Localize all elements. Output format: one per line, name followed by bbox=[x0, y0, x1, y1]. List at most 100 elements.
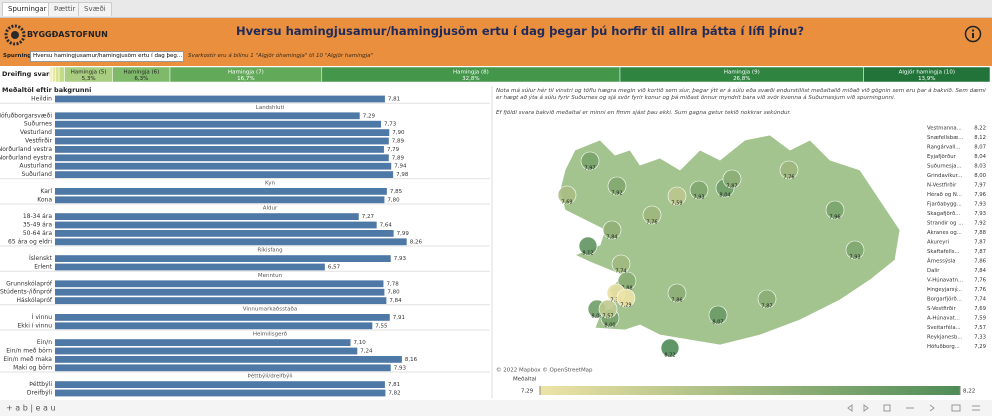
map-region[interactable] bbox=[722, 169, 742, 189]
bar[interactable] bbox=[55, 255, 391, 262]
region-name[interactable]: Sveitarféla... bbox=[927, 324, 961, 331]
bar[interactable] bbox=[55, 356, 402, 363]
region-name[interactable]: Reykjanesb... bbox=[927, 335, 963, 341]
bar-value: 7,79 bbox=[387, 147, 400, 153]
bar[interactable] bbox=[55, 263, 325, 271]
map-region[interactable] bbox=[825, 200, 845, 220]
map-region[interactable] bbox=[616, 288, 636, 308]
bar[interactable] bbox=[55, 364, 391, 372]
region-name[interactable]: Þingeyjarsý... bbox=[927, 286, 962, 293]
group-label: Þéttbýli/dreifbýli bbox=[248, 373, 293, 380]
bar[interactable] bbox=[55, 120, 382, 128]
bar[interactable] bbox=[55, 389, 386, 397]
map-region[interactable] bbox=[667, 283, 687, 303]
question-select[interactable]: Hversu hamingjusamur/hamingjusöm ertu í … bbox=[30, 51, 184, 62]
region-name[interactable]: Akranes og... bbox=[927, 230, 962, 236]
map-region[interactable] bbox=[611, 254, 631, 274]
bar[interactable] bbox=[55, 162, 392, 170]
bar[interactable] bbox=[55, 314, 390, 321]
bar-label: Kona bbox=[37, 196, 52, 203]
region-value: 8,03 bbox=[974, 164, 986, 170]
region-value: 7,92 bbox=[974, 221, 986, 227]
region-name[interactable]: Hérað og N... bbox=[927, 191, 962, 198]
tab[interactable]: Svæði bbox=[78, 2, 112, 16]
distribution-segment[interactable] bbox=[55, 66, 60, 83]
region-name[interactable]: Skaftafells... bbox=[927, 249, 960, 255]
region-name[interactable]: Rangárvall... bbox=[927, 144, 961, 151]
map-region[interactable] bbox=[689, 180, 709, 200]
bar[interactable] bbox=[55, 230, 394, 237]
map-region[interactable] bbox=[642, 205, 662, 225]
bar[interactable] bbox=[55, 137, 389, 145]
bar[interactable] bbox=[55, 288, 385, 296]
map-region[interactable] bbox=[667, 186, 687, 206]
map-region[interactable] bbox=[779, 160, 799, 180]
region-value: 8,07 bbox=[974, 145, 986, 151]
bar-label: Dreifbýli bbox=[27, 390, 52, 397]
map-region[interactable] bbox=[602, 220, 622, 240]
bar[interactable] bbox=[55, 238, 407, 246]
select-value[interactable]: Hversu hamingjusamur/hamingjusöm ertu í … bbox=[33, 53, 183, 59]
bar[interactable] bbox=[55, 188, 387, 195]
region-value: 7,74 bbox=[974, 297, 986, 303]
bar-value: 7,73 bbox=[384, 122, 397, 128]
bar[interactable] bbox=[55, 129, 390, 136]
distribution-segment[interactable] bbox=[863, 66, 991, 83]
region-name[interactable]: S-Vestfirðir bbox=[927, 306, 956, 312]
map-region[interactable] bbox=[578, 236, 598, 256]
region-name[interactable]: Borgarfjörð... bbox=[927, 297, 962, 303]
region-name[interactable]: N-Vestfirðir bbox=[927, 183, 957, 189]
filter-label: Spurning: bbox=[3, 53, 34, 59]
bar[interactable] bbox=[55, 196, 385, 204]
bar[interactable] bbox=[55, 112, 360, 120]
region-name[interactable]: Strandir og ... bbox=[927, 221, 964, 227]
bar[interactable] bbox=[55, 171, 394, 178]
bar[interactable] bbox=[55, 347, 358, 355]
region-name[interactable]: Vestmanna... bbox=[927, 126, 962, 132]
group-label: Kyn bbox=[265, 181, 275, 187]
region-value: 7,59 bbox=[974, 316, 986, 322]
region-name[interactable]: Skagafjörð... bbox=[927, 211, 961, 217]
bar[interactable] bbox=[55, 213, 359, 220]
bar[interactable] bbox=[55, 221, 377, 229]
map-region[interactable] bbox=[580, 151, 600, 171]
bar[interactable] bbox=[55, 154, 389, 162]
bar[interactable] bbox=[55, 297, 387, 304]
distribution-segment[interactable] bbox=[49, 66, 53, 83]
bar[interactable] bbox=[55, 339, 351, 346]
map-region[interactable] bbox=[660, 338, 680, 358]
bar[interactable] bbox=[55, 381, 385, 388]
region-name[interactable]: Snæfellsbæ... bbox=[927, 135, 964, 141]
map-region[interactable] bbox=[757, 289, 777, 309]
distribution-segment[interactable] bbox=[52, 66, 56, 83]
map-label: 7,69 bbox=[561, 200, 572, 206]
bar[interactable] bbox=[55, 280, 384, 288]
region-name[interactable]: Höfuðborg... bbox=[927, 344, 960, 350]
bar-label: Íslenskt bbox=[29, 255, 53, 262]
region-name[interactable]: Eyjafjörður bbox=[927, 154, 957, 160]
distribution-segment[interactable] bbox=[58, 66, 65, 83]
bar[interactable] bbox=[55, 146, 384, 153]
region-name[interactable]: Fjarðabygg... bbox=[927, 202, 962, 208]
map-region[interactable] bbox=[708, 305, 728, 325]
bar[interactable] bbox=[55, 322, 373, 330]
region-name[interactable]: Árnessýsla bbox=[927, 258, 955, 265]
region-name[interactable]: V-Húnavatn... bbox=[927, 277, 963, 284]
map-region[interactable] bbox=[845, 240, 865, 260]
region-name[interactable]: A-Húnavat... bbox=[927, 315, 960, 322]
bar-label: Ein/n með maka bbox=[3, 356, 52, 363]
bar-label: Norðurland vestra bbox=[0, 146, 52, 153]
map-region[interactable] bbox=[557, 185, 577, 205]
region-name[interactable]: Suðurnesja... bbox=[927, 164, 962, 170]
region-name[interactable]: Dalir bbox=[927, 268, 940, 274]
map-region[interactable] bbox=[607, 176, 627, 196]
info-icon[interactable] bbox=[964, 25, 982, 43]
map-note: Ef fjöldi svara bakvið meðaltal er minni… bbox=[496, 110, 792, 116]
region-name[interactable]: Grindavíkur... bbox=[927, 172, 963, 179]
region-name[interactable]: Akureyri bbox=[927, 240, 949, 246]
bar-value: 7,10 bbox=[354, 340, 367, 346]
map-region[interactable] bbox=[598, 299, 618, 319]
bar[interactable] bbox=[55, 95, 385, 103]
